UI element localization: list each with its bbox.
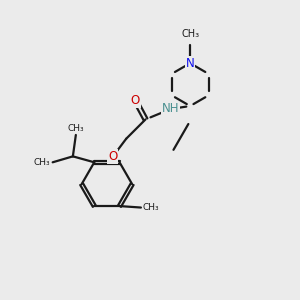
Text: CH₃: CH₃ xyxy=(142,203,159,212)
Text: O: O xyxy=(108,150,118,163)
Text: CH₃: CH₃ xyxy=(34,158,50,167)
Text: CH₃: CH₃ xyxy=(68,124,84,133)
Text: N: N xyxy=(186,57,194,70)
Text: NH: NH xyxy=(162,103,180,116)
Text: O: O xyxy=(130,94,140,106)
Text: CH₃: CH₃ xyxy=(181,28,199,38)
